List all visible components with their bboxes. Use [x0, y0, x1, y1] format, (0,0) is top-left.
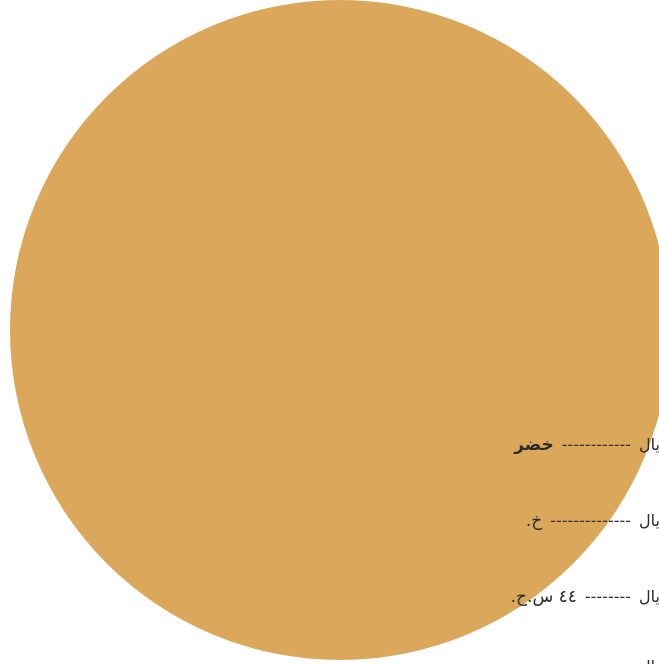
item-price: ٦٩ ريال: [639, 511, 659, 530]
item-leader: --------------: [550, 511, 632, 530]
menu-item: ٧٨ ريال ------------ خضر: [360, 430, 659, 460]
item-price: ٧٨ ريال: [639, 652, 659, 664]
item-name: خضر: [514, 435, 554, 455]
item-name: خ.: [525, 511, 543, 531]
menu-item: ٦٩ ريال -------------- خ.: [360, 506, 659, 536]
item-leader: --------: [584, 587, 632, 606]
item-price: ٦٠ ريال: [639, 587, 659, 606]
item-leader: ------------: [561, 435, 632, 454]
menu-item: ٧٨ ريال: [360, 652, 659, 664]
item-price: ٧٨ ريال: [639, 435, 659, 454]
menu-item: ٦٠ ريال -------- ٤٤ س.ح.: [360, 582, 659, 612]
item-name: ٤٤ س.ح.: [510, 587, 577, 607]
decorative-circle: [10, 0, 659, 660]
